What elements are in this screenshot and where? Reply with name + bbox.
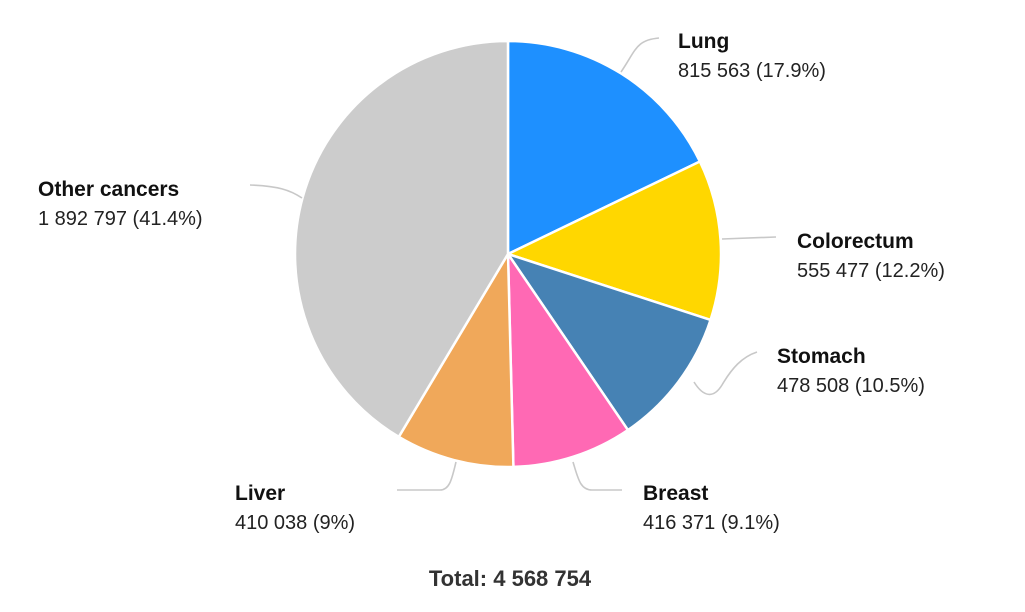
slice-label-name-other-cancers: Other cancers bbox=[38, 178, 179, 201]
leader-line-breast bbox=[572, 461, 622, 491]
leader-line-liver bbox=[397, 461, 457, 491]
pie-slice-lung bbox=[506, 39, 702, 256]
pie-slice-colorectum bbox=[504, 159, 723, 322]
label-leader-lines bbox=[249, 37, 777, 491]
pie-slice-other-cancers bbox=[293, 39, 510, 439]
pie-slice-breast bbox=[506, 249, 630, 469]
slice-label-name-lung: Lung bbox=[678, 30, 729, 53]
slice-label-value-liver: 410 038 (9%) bbox=[235, 512, 355, 534]
slice-label-name-stomach: Stomach bbox=[777, 345, 866, 368]
leader-line-colorectum bbox=[721, 236, 777, 240]
slice-label-value-other-cancers: 1 892 797 (41.4%) bbox=[38, 208, 203, 230]
total-label: Total: 4 568 754 bbox=[429, 566, 592, 591]
slice-label-value-stomach: 478 508 (10.5%) bbox=[777, 375, 925, 397]
slice-label-name-liver: Liver bbox=[235, 482, 285, 505]
slice-label-value-lung: 815 563 (17.9%) bbox=[678, 60, 826, 82]
leader-line-stomach bbox=[693, 351, 758, 396]
slice-label-value-breast: 416 371 (9.1%) bbox=[643, 512, 780, 534]
pie-slice-stomach bbox=[504, 251, 713, 432]
slice-label-value-colorectum: 555 477 (12.2%) bbox=[797, 260, 945, 282]
pie-slice-liver bbox=[397, 249, 515, 469]
leader-line-lung bbox=[620, 37, 660, 73]
slice-labels: Lung 815 563 (17.9%) Colorectum 555 477 (12… bbox=[38, 30, 945, 534]
slice-label-name-colorectum: Colorectum bbox=[797, 230, 914, 253]
slice-label-name-breast: Breast bbox=[643, 482, 708, 505]
pie-slices bbox=[293, 39, 723, 469]
leader-line-other-cancers bbox=[249, 184, 303, 199]
